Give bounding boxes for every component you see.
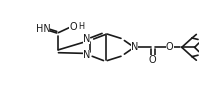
Text: HN: HN — [36, 24, 50, 34]
Text: N: N — [83, 50, 90, 60]
Text: N: N — [131, 42, 138, 52]
Text: O: O — [166, 42, 174, 52]
Text: N: N — [83, 34, 90, 44]
Text: O: O — [149, 55, 156, 65]
Text: H: H — [78, 22, 84, 31]
Text: O: O — [69, 22, 77, 32]
